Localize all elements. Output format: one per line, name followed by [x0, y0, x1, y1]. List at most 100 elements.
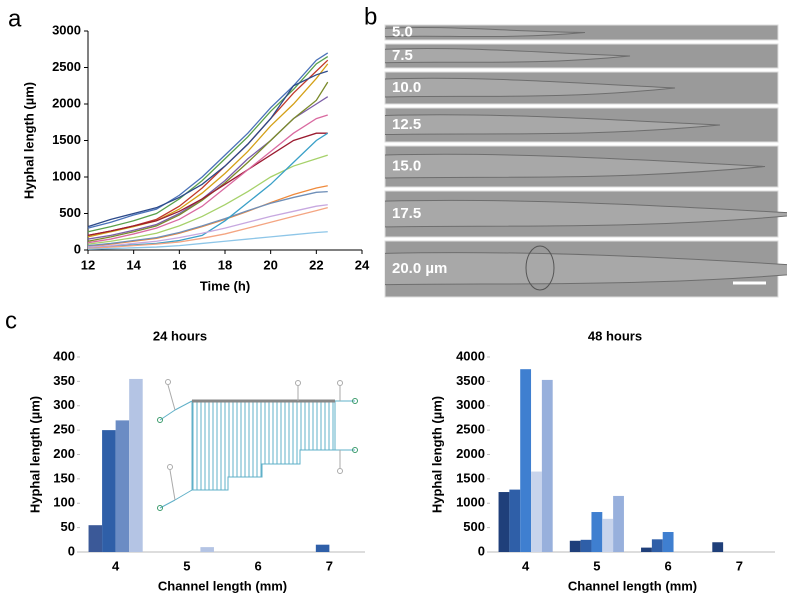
series-line: [87, 63, 329, 238]
y-tick-label: 250: [53, 422, 75, 437]
microscopy-panel: 5.0 7.5 10.0 12.5 15.0 17.5 20.0 µm: [384, 23, 787, 298]
x-tick-label: 4: [112, 558, 120, 573]
time-label: 17.5: [392, 205, 421, 222]
y-tick-label: 300: [53, 397, 75, 412]
bar: [531, 471, 542, 552]
bar: [115, 420, 130, 552]
time-label: 5.0: [392, 23, 413, 40]
y-tick-label: 1000: [52, 168, 81, 183]
y-tick-label: 1000: [456, 495, 485, 510]
cell-body: [525, 245, 555, 291]
series-line: [87, 185, 328, 247]
panel-letter: a: [8, 5, 22, 32]
bar: [498, 492, 510, 552]
bar: [651, 539, 663, 552]
y-axis-label: Hyphal length (µm): [27, 396, 42, 513]
hypha: [384, 47, 631, 64]
bar: [602, 518, 614, 552]
series-line: [87, 204, 328, 248]
y-tick-label: 3500: [456, 373, 485, 388]
bar: [641, 547, 652, 552]
y-tick-label: 500: [463, 519, 485, 534]
hypha: [384, 114, 721, 136]
bar: [569, 540, 581, 552]
bar: [712, 542, 724, 552]
bar: [541, 379, 553, 552]
x-axis-label: Time (h): [200, 278, 250, 293]
bar: [129, 378, 143, 552]
x-tick-label: 6: [665, 558, 672, 573]
series-line: [87, 132, 329, 249]
y-tick-label: 0: [68, 543, 75, 558]
y-tick-label: 2500: [456, 422, 485, 437]
series-line: [87, 207, 328, 250]
time-label: 7.5: [392, 47, 413, 64]
inset-diagram: [157, 379, 358, 511]
hypha: [384, 252, 787, 286]
bar: [509, 489, 521, 552]
bar: [200, 547, 214, 552]
time-label: 15.0: [392, 157, 421, 174]
bar: [315, 544, 330, 552]
x-tick-label: 4: [522, 558, 530, 573]
series-line: [87, 154, 328, 245]
y-tick-label: 1500: [52, 132, 81, 147]
series-line: [87, 59, 329, 237]
x-tick-label: 7: [326, 558, 333, 573]
series-line: [87, 52, 329, 229]
time-label: 20.0 µm: [392, 260, 447, 277]
y-tick-label: 3000: [456, 397, 485, 412]
bar: [102, 430, 116, 552]
hypha: [384, 26, 586, 38]
bar: [520, 369, 532, 552]
bar: [591, 512, 603, 552]
y-tick-label: 2500: [52, 59, 81, 74]
y-tick-label: 0: [478, 543, 485, 558]
bar: [580, 539, 592, 552]
y-tick-label: 500: [59, 205, 81, 220]
y-tick-label: 4000: [456, 348, 485, 363]
y-tick-label: 350: [53, 373, 75, 388]
y-axis-label: Hyphal length (µm): [429, 396, 444, 513]
x-tick-label: 18: [218, 257, 232, 272]
y-tick-label: 400: [53, 348, 75, 363]
x-tick-label: 14: [126, 257, 141, 272]
y-axis-label: Hyphal length (µm): [21, 82, 36, 199]
hypha: [384, 153, 766, 179]
x-tick-label: 5: [183, 558, 190, 573]
hypha: [384, 199, 787, 228]
y-tick-label: 2000: [52, 95, 81, 110]
bar: [613, 495, 624, 552]
y-tick-label: 2000: [456, 446, 485, 461]
time-label: 12.5: [392, 116, 421, 133]
series-line: [87, 114, 328, 244]
x-axis-label: Channel length (mm): [158, 578, 287, 593]
series-line: [87, 132, 328, 237]
x-tick-label: 20: [263, 257, 277, 272]
y-tick-label: 100: [53, 495, 75, 510]
y-tick-label: 150: [53, 470, 75, 485]
bar: [88, 525, 103, 552]
hypha: [384, 77, 676, 98]
chart-title: 48 hours: [588, 328, 642, 343]
y-tick-label: 3000: [52, 22, 81, 37]
series-line: [87, 190, 328, 247]
y-tick-label: 0: [74, 241, 81, 256]
chart-title: 24 hours: [153, 328, 207, 343]
panel-letter: b: [364, 3, 377, 30]
x-tick-label: 7: [736, 558, 743, 573]
x-tick-label: 12: [81, 257, 95, 272]
y-tick-label: 50: [61, 519, 75, 534]
panel-letter: c: [5, 307, 17, 334]
time-label: 10.0: [392, 79, 421, 96]
series-line: [87, 70, 328, 228]
x-tick-label: 24: [355, 257, 370, 272]
x-tick-label: 22: [309, 257, 323, 272]
x-axis-label: Channel length (mm): [568, 578, 697, 593]
series-line: [87, 231, 328, 250]
y-tick-label: 200: [53, 446, 75, 461]
x-tick-label: 5: [593, 558, 600, 573]
x-tick-label: 16: [172, 257, 186, 272]
bar: [662, 532, 674, 552]
